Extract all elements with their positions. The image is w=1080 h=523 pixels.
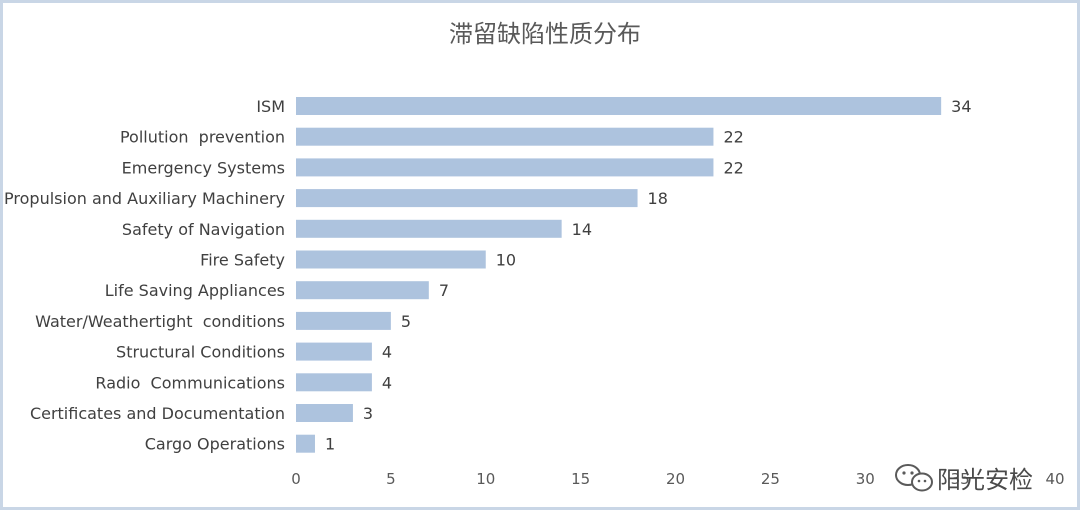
bar [296, 342, 372, 361]
bar [296, 127, 714, 146]
x-tick-label: 5 [386, 470, 396, 488]
bar [296, 250, 486, 269]
data-label: 34 [951, 97, 971, 116]
bar [296, 373, 372, 392]
data-label: 14 [572, 220, 592, 239]
data-label: 4 [382, 373, 392, 392]
bar [296, 189, 638, 208]
watermark-text: 阳光安检 [937, 466, 1033, 494]
category-label: Emergency Systems [122, 158, 285, 177]
category-label: ISM [256, 97, 285, 116]
x-tick-label: 15 [571, 470, 590, 488]
bar [296, 311, 391, 330]
bar [296, 219, 562, 238]
bars-layer [296, 97, 942, 453]
data-label: 4 [382, 343, 392, 362]
data-label: 5 [401, 312, 411, 331]
data-label: 22 [723, 158, 743, 177]
data-label: 22 [723, 128, 743, 147]
x-axis-ticks: 0 5 10 15 20 25 30 35 40 [291, 470, 1064, 488]
x-tick-label: 20 [666, 470, 685, 488]
data-label: 7 [439, 281, 449, 300]
data-label: 18 [648, 189, 668, 208]
category-label: Radio Communications [95, 373, 285, 392]
category-labels: ISM Pollution prevention Emergency Systems… [4, 97, 285, 454]
category-label: Life Saving Appliances [105, 281, 285, 300]
category-label: Structural Conditions [116, 343, 285, 362]
x-tick-label: 30 [856, 470, 875, 488]
chart-border [0, 0, 1080, 510]
bar [296, 404, 353, 422]
category-label: Propulsion and Auxiliary Machinery [4, 189, 285, 208]
x-tick-label: 35 [951, 470, 970, 488]
category-label: Safety of Navigation [122, 220, 285, 239]
x-tick-label: 0 [291, 470, 301, 488]
x-tick-label: 25 [761, 470, 780, 488]
data-label: 1 [325, 435, 335, 454]
bar [296, 97, 942, 115]
watermark: 阳光安检 [895, 464, 1033, 494]
bar [296, 158, 714, 177]
category-label: Cargo Operations [145, 435, 285, 454]
category-label: Water/Weathertight conditions [35, 312, 285, 331]
bar [296, 281, 429, 300]
x-tick-label: 40 [1045, 470, 1064, 488]
category-label: Pollution prevention [120, 128, 285, 147]
wechat-icon [895, 464, 933, 492]
category-label: Certificates and Documentation [30, 404, 285, 423]
data-label: 3 [363, 404, 373, 423]
x-tick-label: 10 [476, 470, 495, 488]
data-label: 10 [496, 251, 516, 270]
chart-title: 滞留缺陷性质分布 [449, 20, 641, 48]
category-label: Fire Safety [200, 251, 285, 270]
bar [296, 434, 315, 453]
